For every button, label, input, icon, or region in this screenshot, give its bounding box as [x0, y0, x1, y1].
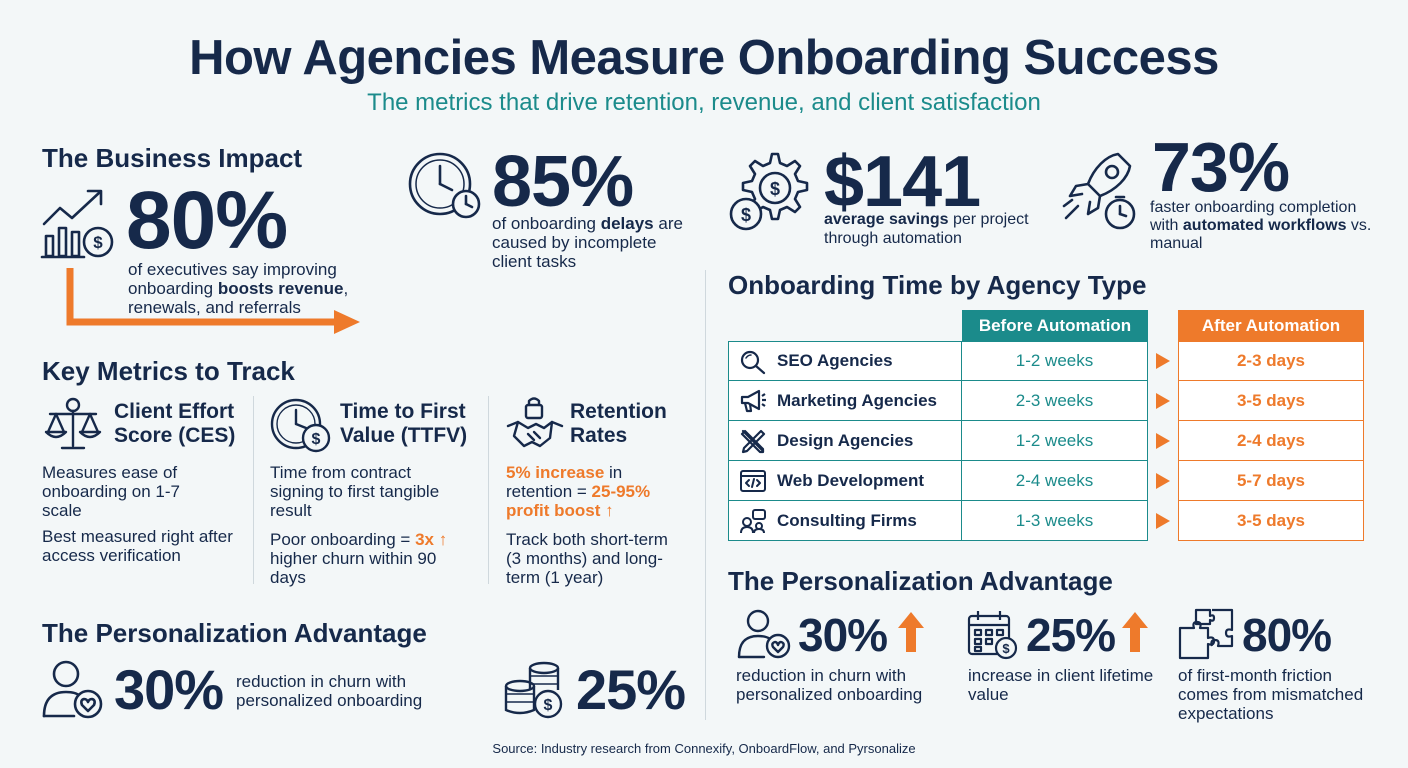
ttfv-churn: Poor onboarding = 3x ↑ higher churn with…: [270, 530, 448, 587]
puzzle-icon: [1176, 606, 1236, 662]
agency-name-cell: Web Development: [728, 461, 962, 501]
business-impact-title: The Business Impact: [42, 143, 303, 173]
svg-text:$: $: [741, 205, 751, 225]
faster-stat-value: 73%: [1152, 128, 1290, 206]
up-arrow-icon: [1122, 612, 1148, 652]
arrow-right-icon: [1156, 473, 1170, 489]
svg-text:$: $: [770, 179, 780, 199]
growth-chart-icon: $: [40, 186, 118, 260]
source-footnote: Source: Industry research from Connexify…: [492, 741, 916, 756]
arrow-right-icon: [1156, 433, 1170, 449]
calendar-money-icon: $: [966, 608, 1018, 660]
savings-stat-text: average savings per project through auto…: [824, 211, 1029, 247]
business-impact-value: 80%: [126, 175, 288, 266]
before-cell: 2-4 weeks: [962, 461, 1148, 501]
key-metrics-title: Key Metrics to Track: [42, 356, 295, 386]
savings-stat-value: $141: [824, 142, 981, 222]
col-after-header: After Automation: [1178, 310, 1364, 342]
delays-stat-text: of onboarding delays are caused by incom…: [492, 214, 683, 271]
ces-description: Measures ease of onboarding on 1-7 scale: [42, 463, 181, 520]
agency-name-cell: Design Agencies: [728, 421, 962, 461]
churn-right-text: reduction in churn with personalized onb…: [736, 666, 923, 704]
metric-divider: [253, 396, 254, 584]
ltv-right-value: 25%: [1026, 609, 1116, 661]
business-impact-text: of executives say improving onboarding b…: [128, 260, 349, 317]
svg-text:$: $: [1002, 641, 1010, 656]
up-arrow-icon: [898, 612, 924, 652]
churn-reduction-text: reduction in churn with personalized onb…: [236, 672, 423, 710]
agency-name-cell: Consulting Firms: [728, 501, 962, 541]
personalization-right-title: The Personalization Advantage: [728, 566, 1113, 596]
table-row: SEO Agencies 1-2 weeks 2-3 days: [728, 341, 1364, 381]
retention-profit: 5% increase in retention = 25-95% profit…: [506, 463, 651, 520]
after-cell: 3-5 days: [1178, 501, 1364, 541]
after-cell: 2-3 days: [1178, 341, 1364, 381]
ttfv-title: Time to First Value (TTFV): [340, 400, 468, 447]
faster-stat-text: faster onboarding completion with automa…: [1150, 199, 1372, 252]
personalization-left-title: The Personalization Advantage: [42, 618, 427, 648]
before-cell: 1-3 weeks: [962, 501, 1148, 541]
agency-name-cell: SEO Agencies: [728, 341, 962, 381]
column-divider: [705, 270, 706, 720]
agency-name-cell: Marketing Agencies: [728, 381, 962, 421]
design-tools-icon: [739, 428, 767, 454]
before-cell: 1-2 weeks: [962, 341, 1148, 381]
ces-timing: Best measured right after access verific…: [42, 527, 233, 565]
handshake-lock-icon: [506, 396, 564, 452]
churn-right-value: 30%: [798, 609, 888, 661]
impact-arrow-icon: [66, 268, 362, 334]
person-heart-icon: [40, 658, 104, 720]
retention-tracking: Track both short-term (3 months) and lon…: [506, 530, 668, 587]
page-subtitle: The metrics that drive retention, revenu…: [367, 89, 1041, 116]
consulting-icon: [739, 508, 767, 534]
table-row: Web Development 2-4 weeks 5-7 days: [728, 461, 1364, 501]
before-cell: 1-2 weeks: [962, 421, 1148, 461]
table-row: Consulting Firms 1-3 weeks 3-5 days: [728, 501, 1364, 541]
table-row: Marketing Agencies 2-3 weeks 3-5 days: [728, 381, 1364, 421]
page-title: How Agencies Measure Onboarding Success: [189, 31, 1219, 85]
scale-icon: [42, 396, 104, 452]
agency-table-title: Onboarding Time by Agency Type: [728, 270, 1147, 300]
after-cell: 5-7 days: [1178, 461, 1364, 501]
friction-text: of first-month friction comes from misma…: [1178, 666, 1364, 723]
table-row: Design Agencies 1-2 weeks 2-4 days: [728, 421, 1364, 461]
svg-text:$: $: [93, 233, 103, 252]
col-before-header: Before Automation: [962, 310, 1148, 342]
ltv-left-value: 25%: [576, 658, 686, 721]
arrow-right-icon: [1156, 393, 1170, 409]
code-window-icon: [739, 468, 767, 494]
gear-money-icon: $ $: [728, 150, 814, 234]
after-cell: 2-4 days: [1178, 421, 1364, 461]
arrow-right-icon: [1156, 353, 1170, 369]
stopwatch-money-icon: $: [268, 396, 332, 454]
rocket-icon: [1060, 150, 1144, 234]
before-cell: 2-3 weeks: [962, 381, 1148, 421]
clock-icon: [406, 150, 484, 222]
svg-text:$: $: [312, 431, 321, 448]
arrow-right-icon: [1156, 513, 1170, 529]
ttfv-description: Time from contract signing to first tang…: [270, 463, 440, 520]
magnifier-icon: [739, 349, 767, 375]
ltv-right-text: increase in client lifetime value: [968, 666, 1154, 704]
after-cell: 3-5 days: [1178, 381, 1364, 421]
retention-title: Retention Rates: [570, 400, 667, 447]
person-heart-icon: [736, 608, 792, 660]
churn-reduction-value: 30%: [114, 658, 224, 721]
svg-text:$: $: [544, 697, 553, 714]
ces-title: Client Effort Score (CES): [114, 400, 236, 447]
coins-icon: $: [502, 660, 566, 720]
metric-divider: [488, 396, 489, 584]
delays-stat-value: 85%: [492, 142, 634, 222]
megaphone-icon: [739, 388, 767, 414]
friction-value: 80%: [1242, 609, 1332, 661]
